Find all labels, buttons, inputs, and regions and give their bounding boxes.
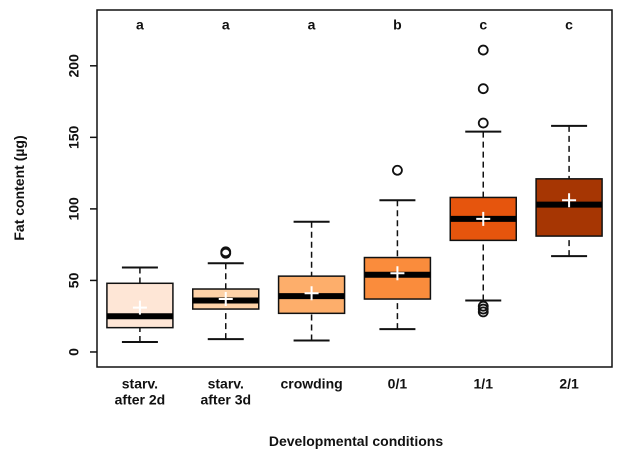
mean-marker — [390, 266, 405, 281]
outlier — [477, 83, 489, 95]
x-tick-label: 0/1 — [388, 376, 408, 392]
significance-letter: a — [136, 17, 144, 33]
significance-letter: c — [479, 17, 487, 33]
mean-marker — [476, 211, 491, 226]
mean-marker — [562, 193, 577, 208]
x-tick-label: after 3d — [200, 392, 251, 408]
y-tick-label: 100 — [66, 197, 82, 221]
significance-letter: c — [565, 17, 573, 33]
mean-marker — [304, 286, 319, 301]
outlier — [477, 44, 489, 56]
x-tick-label: starv. — [122, 376, 158, 392]
outlier — [220, 246, 232, 258]
y-tick-label: 150 — [66, 125, 82, 149]
outlier — [477, 117, 489, 129]
outlier — [392, 164, 403, 176]
significance-letter: b — [393, 17, 402, 33]
x-tick-label: after 2d — [115, 392, 166, 408]
y-tick-label: 200 — [66, 54, 82, 78]
significance-letter: a — [308, 17, 316, 33]
y-tick-label: 50 — [66, 272, 82, 288]
x-tick-label: 1/1 — [474, 376, 494, 392]
significance-letter: a — [222, 17, 230, 33]
x-tick-label: starv. — [208, 376, 244, 392]
y-axis-label: Fat content (µg) — [11, 135, 27, 240]
x-axis-label: Developmental conditions — [269, 433, 443, 449]
mean-marker — [132, 300, 147, 315]
mean-marker — [218, 292, 233, 307]
y-tick-label: 0 — [66, 348, 82, 356]
x-tick-label: crowding — [280, 376, 342, 392]
outlier — [477, 306, 489, 318]
plot-frame — [96, 9, 613, 368]
x-tick-label: 2/1 — [559, 376, 579, 392]
